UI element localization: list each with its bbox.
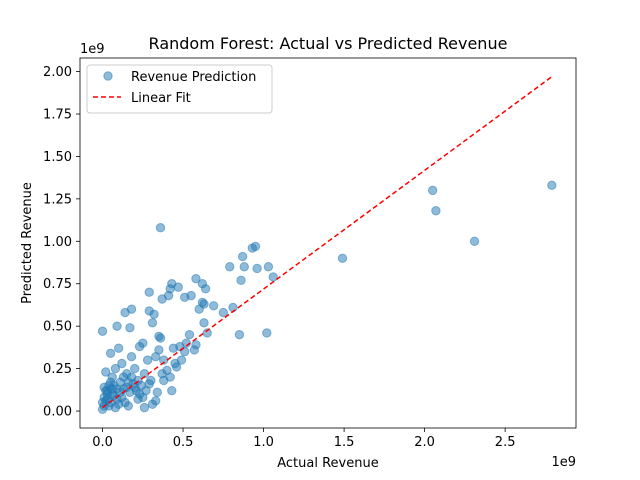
data-point — [199, 318, 209, 328]
data-point — [155, 223, 166, 233]
data-point — [107, 384, 117, 394]
data-point — [337, 253, 348, 263]
linear-fit-line — [102, 76, 553, 409]
data-point — [105, 348, 116, 359]
data-point — [250, 241, 261, 252]
x-tick-label: 1.5 — [334, 435, 355, 450]
y-tick-label: 0.50 — [43, 320, 72, 335]
data-point — [97, 326, 108, 336]
data-point — [225, 262, 235, 272]
legend-label-revenue-prediction: Revenue Prediction — [131, 70, 256, 85]
data-point — [228, 302, 238, 313]
x-axis-label: Actual Revenue — [277, 456, 378, 471]
data-point — [130, 363, 140, 374]
data-point — [184, 329, 195, 340]
data-point — [134, 389, 145, 399]
data-point — [139, 402, 150, 413]
data-points — [97, 180, 557, 415]
plot-area — [79, 57, 577, 429]
y-tick-label: 1.00 — [43, 235, 72, 250]
data-point — [154, 345, 164, 355]
x-tick-label: 2.0 — [414, 435, 435, 450]
data-point — [194, 304, 204, 314]
data-point — [208, 301, 219, 311]
y-tick-label: 1.50 — [43, 150, 72, 165]
plot-background — [80, 58, 576, 428]
data-point — [167, 385, 177, 396]
y-axis-label: Predicted Revenue — [20, 182, 35, 304]
data-point — [144, 287, 154, 297]
data-point — [175, 341, 185, 352]
data-point — [469, 236, 480, 247]
legend: Revenue Prediction Linear Fit — [86, 64, 273, 114]
data-point — [147, 318, 158, 328]
data-point — [547, 180, 557, 190]
y-offset-text: 1e9 — [80, 42, 105, 57]
fit-line-layer — [102, 76, 553, 409]
data-point — [110, 363, 121, 374]
data-point — [252, 263, 262, 274]
data-point — [200, 284, 211, 294]
data-point — [144, 379, 154, 389]
legend-label-linear-fit: Linear Fit — [131, 91, 191, 106]
y-tick-label: 0.00 — [43, 405, 72, 420]
legend-box — [86, 64, 273, 114]
y-tick-label: 0.75 — [43, 277, 72, 292]
x-tick-label: 1.0 — [253, 435, 274, 450]
data-point — [149, 309, 159, 319]
data-point — [170, 358, 180, 369]
data-point — [155, 333, 166, 343]
data-point — [125, 323, 135, 333]
data-point — [427, 185, 438, 196]
data-point — [159, 375, 169, 386]
data-point — [150, 396, 161, 406]
data-point — [163, 290, 174, 301]
data-point — [237, 251, 248, 262]
data-point — [218, 307, 229, 318]
data-point — [123, 377, 134, 387]
y-tick-label: 1.75 — [43, 108, 72, 123]
y-tick-label: 2.00 — [43, 65, 72, 80]
data-point — [262, 328, 272, 338]
data-point — [138, 338, 148, 348]
data-point — [234, 329, 245, 340]
data-point — [99, 382, 109, 392]
chart-title: Random Forest: Actual vs Predicted Reven… — [149, 34, 508, 53]
data-point — [126, 304, 137, 314]
y-tick-label: 1.25 — [43, 192, 72, 207]
legend-marker-revenue-prediction — [103, 71, 113, 81]
data-point — [189, 345, 200, 355]
data-point — [239, 262, 249, 272]
data-point — [117, 358, 127, 369]
data-point — [142, 355, 153, 365]
data-point — [152, 387, 162, 398]
axes-frame — [79, 57, 577, 429]
data-point — [126, 352, 137, 362]
x-offset-text: 1e9 — [551, 455, 576, 470]
data-point — [173, 282, 183, 292]
data-point — [113, 343, 124, 353]
data-point — [268, 272, 278, 282]
data-point — [236, 275, 246, 286]
data-point — [101, 367, 111, 377]
y-tick-label: 0.25 — [43, 362, 72, 377]
data-point — [202, 328, 212, 338]
data-point — [263, 262, 274, 272]
data-point — [191, 273, 201, 284]
x-tick-label: 0.5 — [173, 435, 194, 450]
data-point — [112, 321, 122, 331]
x-tick-label: 0.0 — [92, 435, 113, 450]
data-point — [123, 401, 134, 411]
data-point — [431, 206, 441, 216]
x-axis-ticks: 0.0 0.5 1.0 1.5 2.0 2.5 — [92, 428, 515, 450]
x-tick-label: 2.5 — [495, 435, 516, 450]
data-point — [186, 290, 196, 301]
y-axis-ticks: 0.00 0.25 0.50 0.75 1.00 1.25 1.50 1.75 2.00 — [43, 65, 80, 420]
